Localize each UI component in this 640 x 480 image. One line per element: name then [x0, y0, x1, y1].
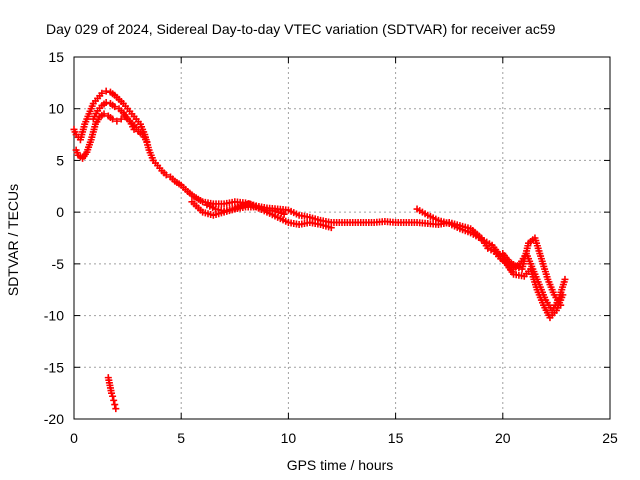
y-axis-ticks: -20 -15 -10 -5 0 5 10 15: [44, 49, 610, 427]
plot-frame: [73, 56, 611, 420]
data-point: [109, 115, 117, 123]
grid-lines: [74, 57, 610, 419]
x-axis-label: GPS time / hours: [287, 457, 394, 473]
data-point: [109, 392, 117, 400]
data-point: [100, 110, 108, 118]
data-point: [102, 87, 110, 95]
chart-title: Day 029 of 2024, Sidereal Day-to-day VTE…: [46, 21, 556, 37]
data-point: [98, 89, 106, 97]
x-tick-label: 20: [495, 430, 511, 446]
data-point: [280, 210, 288, 218]
data-point: [111, 401, 119, 409]
data-points: [70, 87, 569, 413]
data-point: [117, 115, 125, 123]
data-point: [162, 171, 170, 179]
series-outlier: [104, 374, 120, 413]
data-point: [102, 99, 110, 107]
x-axis-ticks: 0 5 10 15 20 25: [70, 57, 618, 446]
y-tick-label: -15: [44, 359, 64, 375]
x-tick-label: 0: [70, 430, 78, 446]
x-tick-label: 10: [281, 430, 297, 446]
data-point: [113, 117, 121, 125]
y-tick-label: -20: [44, 411, 64, 427]
y-tick-label: 15: [48, 49, 64, 65]
y-tick-label: 0: [56, 204, 64, 220]
y-tick-label: 10: [48, 101, 64, 117]
data-point: [132, 123, 140, 131]
data-point: [559, 291, 567, 299]
x-tick-label: 5: [177, 430, 185, 446]
series-track-a: [70, 87, 569, 314]
data-point: [111, 103, 119, 111]
data-point: [557, 301, 565, 309]
series-track-b: [72, 110, 567, 322]
x-tick-label: 15: [388, 430, 404, 446]
data-point: [110, 396, 118, 404]
y-axis-label: SDTVAR / TECUs: [5, 184, 21, 296]
y-tick-label: -10: [44, 308, 64, 324]
y-tick-label: -5: [52, 256, 65, 272]
x-tick-label: 25: [602, 430, 618, 446]
series-track-c: [89, 99, 565, 309]
data-point: [561, 275, 569, 283]
data-point: [143, 138, 151, 146]
y-tick-label: 5: [56, 152, 64, 168]
data-point: [112, 405, 120, 413]
data-point: [327, 224, 335, 232]
